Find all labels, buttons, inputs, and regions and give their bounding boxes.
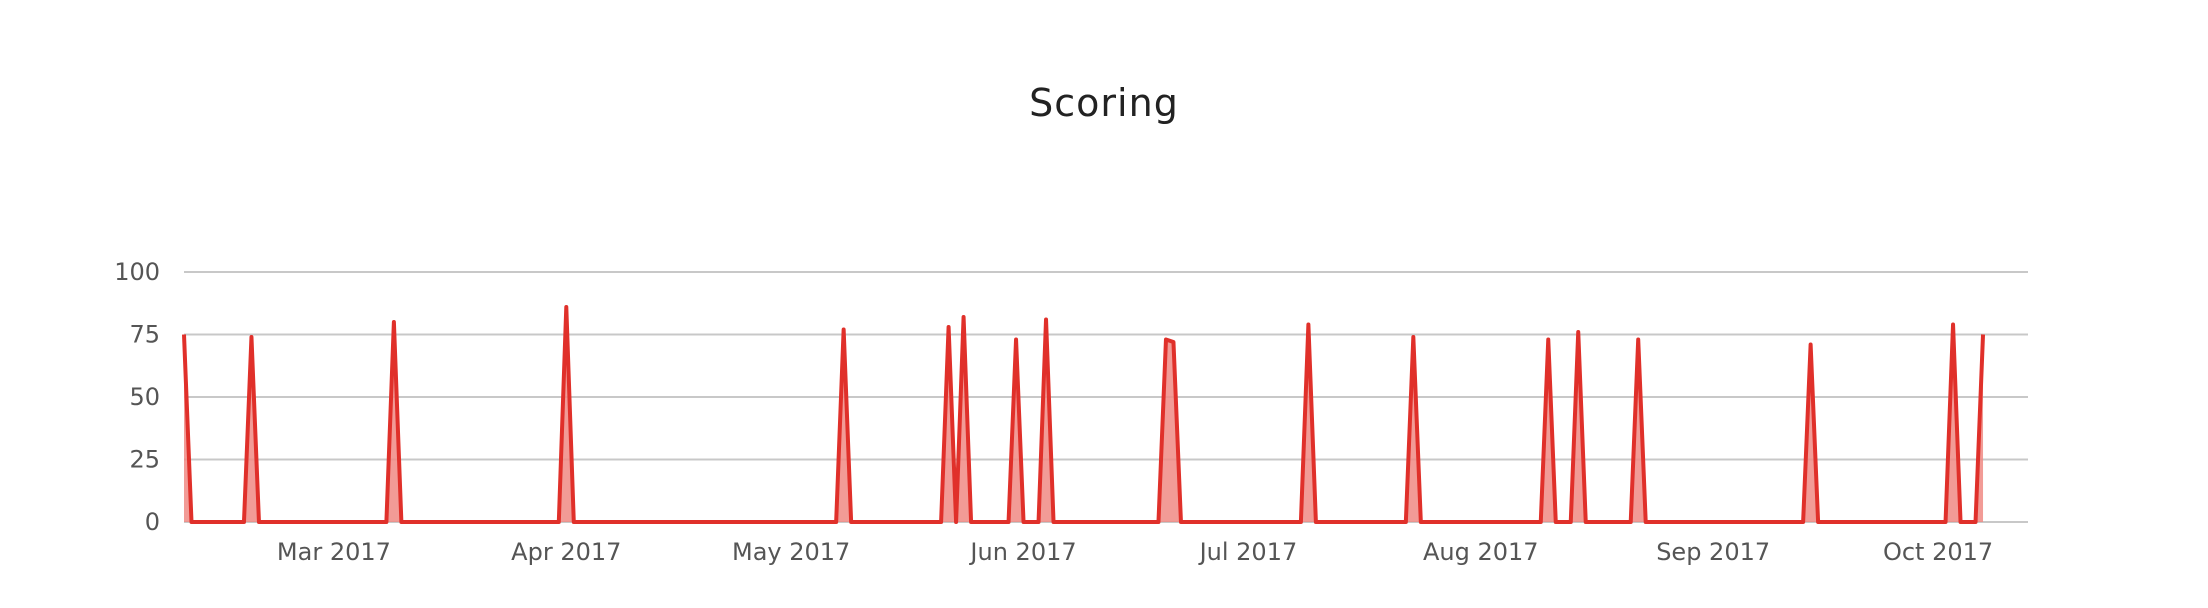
series-area-group bbox=[184, 307, 1984, 522]
series-area-0 bbox=[184, 307, 1984, 522]
x-tick-label: Aug 2017 bbox=[1423, 538, 1539, 566]
y-axis: 0 25 50 75 100 bbox=[114, 258, 160, 536]
y-tick-label: 75 bbox=[129, 321, 160, 349]
x-tick-label: Sep 2017 bbox=[1656, 538, 1770, 566]
y-tick-label: 100 bbox=[114, 258, 160, 286]
x-tick-label: Jun 2017 bbox=[968, 538, 1076, 566]
y-tick-label: 50 bbox=[129, 383, 160, 411]
x-tick-label: Mar 2017 bbox=[277, 538, 391, 566]
series-line-0 bbox=[182, 305, 1986, 524]
x-axis: Mar 2017 Apr 2017 May 2017 Jun 2017 Jul 2017… bbox=[277, 538, 1993, 566]
x-tick-label: May 2017 bbox=[732, 538, 850, 566]
grid-lines bbox=[184, 271, 2028, 523]
x-tick-label: Jul 2017 bbox=[1198, 538, 1298, 566]
y-tick-label: 25 bbox=[129, 446, 160, 474]
x-tick-label: Oct 2017 bbox=[1883, 538, 1993, 566]
series-line-group bbox=[182, 305, 1986, 524]
chart-title: Scoring bbox=[1029, 81, 1179, 125]
y-tick-label: 0 bbox=[145, 508, 160, 536]
x-tick-label: Apr 2017 bbox=[511, 538, 621, 566]
